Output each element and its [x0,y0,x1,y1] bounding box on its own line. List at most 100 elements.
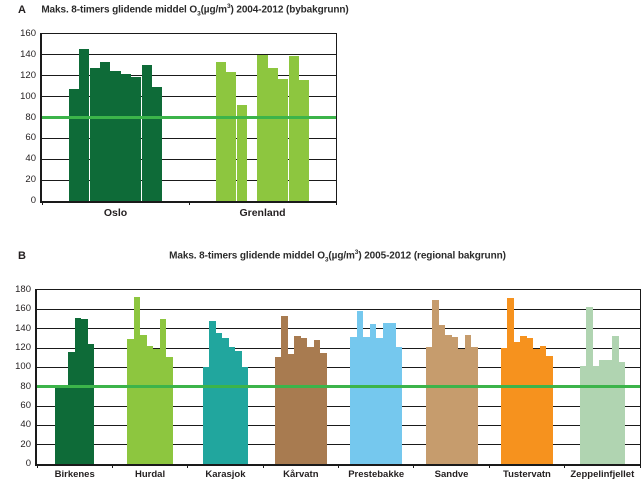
bar [350,337,357,464]
bar [140,335,147,464]
y-axis-tick-label: 120 [15,342,31,353]
bar [87,344,95,464]
bar [294,336,301,464]
bar [55,386,62,464]
bar [110,70,121,201]
x-axis-category-label: Sandve [434,469,469,480]
x-axis-tick [36,464,38,468]
x-axis-tick [335,201,337,205]
gridline [42,158,336,160]
chart-a-title-text: ) 2004-2012 (bybakgrunn) [230,4,349,16]
chart-a-title-superscript: 3 [226,3,231,10]
bar [464,335,472,464]
bar [612,336,619,464]
x-axis-tick [488,464,490,468]
gridline [37,424,640,426]
y-axis-tick-label: 60 [20,400,31,411]
chart-b-title-text: ) 2005-2012 (regional bakgrunn) [358,250,506,262]
x-axis-category-label: Kårvatn [283,469,319,480]
y-axis-tick-label: 180 [15,284,31,295]
y-axis-tick-label: 40 [25,153,36,165]
bar [526,338,534,464]
bar [579,366,587,464]
x-axis-tick [41,201,43,205]
y-axis-tick-label: 140 [15,322,31,334]
bar [363,337,370,464]
y-axis-tick-label: 140 [20,48,36,60]
x-axis-tick [188,201,190,205]
bar [202,367,210,464]
x-axis-tick [564,464,566,468]
chart-b-title: Maks. 8-timers glidende middel O3(µg/m3)… [35,249,640,263]
gridline [37,347,640,349]
chart-a-title-subscript: 3 [197,10,201,18]
bar [445,335,452,464]
y-axis-tick-label: 80 [25,111,36,123]
bar [592,366,600,464]
x-axis-tick [187,464,189,468]
gridline [42,54,336,56]
bar [68,89,80,201]
bar [313,340,321,464]
y-axis-tick-label: 80 [20,380,31,392]
chart-b-plot-area: 0 20 40 60 80 100 120 140 160 180 Birkenes Hurdal Ka… [15,284,641,480]
gridline [37,405,640,407]
bar [209,320,216,464]
y-axis-tick-label: 120 [20,69,36,81]
bar [451,337,459,464]
panel-label-b: B [18,250,26,262]
x-axis-tick [338,464,339,468]
bar [298,79,310,201]
bar [79,48,90,201]
y-axis-tick-label: 0 [30,195,36,206]
y-axis-tick-label: 20 [25,174,36,186]
bar [389,322,396,464]
bar [68,351,75,464]
bar [300,338,308,464]
panel-label-a: A [18,4,26,16]
bar [153,348,160,464]
bar [376,338,383,464]
x-axis-category-label: Tustervatn [503,469,551,480]
x-axis-category-label: Oslo [103,207,128,219]
x-axis-category-label: Prestebakke [348,469,405,480]
bar [278,78,289,201]
bar [133,296,141,464]
gridline [37,328,640,330]
bar [369,323,377,464]
gridline [37,444,640,446]
gridline [42,137,336,139]
y-axis-tick-label: 0 [25,458,31,469]
bar [513,342,521,464]
bar [241,367,249,464]
bar [99,62,111,201]
gridline [42,96,336,98]
chart-a-title: Maks. 8-timers glidende middel O3(µg/m3)… [30,3,360,17]
y-axis-tick-label: 100 [15,361,31,373]
bar [228,347,236,464]
chart-a-title-text: (µg/m [200,4,227,16]
threshold-line-80 [42,116,336,119]
bar [235,350,242,464]
bar [274,356,282,464]
bar [146,346,154,464]
bar [533,348,540,464]
bar [471,347,478,464]
x-axis-tick [639,464,641,468]
bar [131,76,142,201]
chart-b-title-subscript: 3 [324,256,329,264]
bar [141,65,152,201]
bar [226,71,237,201]
chart-b-title-text: (µg/m [328,250,355,262]
y-axis-tick-label: 160 [20,28,36,39]
y-axis-tick-label: 60 [25,132,36,144]
bar [222,338,229,464]
chart-a-title-text: Maks. 8-timers glidende middel O [41,4,198,16]
gridline [37,308,640,310]
bar [267,68,279,201]
bar [618,361,626,464]
bar [546,355,553,464]
gridline [42,179,336,181]
bar [236,104,247,201]
